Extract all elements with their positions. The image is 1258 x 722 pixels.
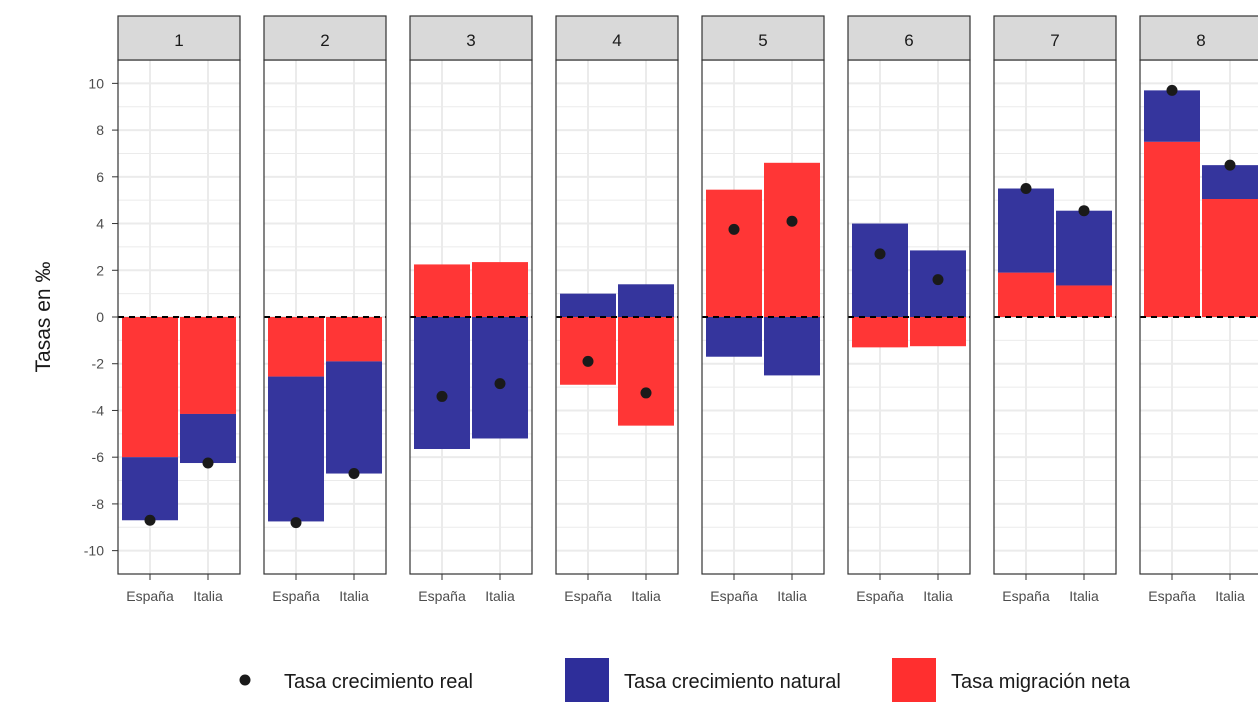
facet-strip	[701, 15, 825, 61]
facet-strip	[1139, 15, 1258, 61]
bar-migration	[122, 317, 178, 458]
x-tick-label: España	[126, 588, 174, 604]
real-growth-point	[1020, 183, 1032, 194]
x-tick-label: España	[710, 588, 758, 604]
real-growth-point	[290, 517, 302, 529]
y-tick-label: -2	[92, 356, 105, 372]
real-growth-point	[494, 378, 506, 390]
bar-natural	[472, 317, 528, 439]
legend-natural-key	[565, 658, 609, 702]
bar-natural	[1144, 90, 1200, 142]
bar-natural	[852, 223, 908, 317]
x-tick-label: España	[1002, 588, 1050, 604]
y-tick-label: -4	[92, 402, 105, 418]
real-growth-point	[1166, 84, 1178, 96]
facet-label: 2	[320, 31, 329, 50]
bar-natural	[560, 293, 616, 317]
bar-natural	[706, 317, 762, 357]
bar-migration	[1056, 285, 1112, 317]
legend-real-label: Tasa crecimiento real	[284, 671, 473, 693]
x-tick-label: Italia	[1069, 588, 1099, 604]
real-growth-point	[1078, 205, 1090, 217]
real-growth-point	[640, 387, 652, 399]
y-tick-label: -10	[84, 543, 104, 559]
bar-migration	[998, 272, 1054, 317]
facet-label: 6	[904, 31, 913, 50]
x-tick-label: España	[856, 588, 904, 604]
bar-natural	[122, 457, 178, 521]
facet-label: 7	[1050, 31, 1059, 50]
facet-strip	[847, 15, 971, 61]
bar-natural	[180, 413, 236, 464]
y-tick-label: -8	[92, 496, 105, 512]
bar-migration	[268, 317, 324, 377]
y-tick-label: -6	[92, 449, 105, 465]
real-growth-point	[874, 248, 886, 260]
bar-migration	[472, 262, 528, 317]
legend-natural-label: Tasa crecimiento natural	[624, 671, 841, 693]
x-tick-label: Italia	[631, 588, 661, 604]
bar-migration	[1202, 199, 1258, 317]
real-growth-point	[144, 514, 156, 526]
y-tick-label: 10	[88, 75, 104, 91]
facet-strip	[263, 15, 387, 61]
real-growth-point	[348, 468, 360, 480]
y-tick-label: 4	[96, 216, 104, 232]
facet-strip	[993, 15, 1117, 61]
x-tick-label: España	[418, 588, 466, 604]
x-tick-label: España	[564, 588, 612, 604]
real-growth-point	[582, 355, 594, 367]
bar-natural	[268, 376, 324, 522]
legend-migration-key	[892, 658, 936, 702]
y-tick-label: 6	[96, 169, 104, 185]
bar-migration	[706, 189, 762, 317]
legend-migration-label: Tasa migración neta	[951, 671, 1131, 693]
bar-migration	[910, 317, 966, 347]
real-growth-point	[728, 223, 740, 235]
bar-migration	[326, 317, 382, 362]
bar-natural	[764, 317, 820, 376]
bar-natural	[1202, 165, 1258, 200]
bar-natural	[326, 361, 382, 474]
x-tick-label: Italia	[339, 588, 369, 604]
facet-label: 5	[758, 31, 767, 50]
facet-label: 4	[612, 31, 621, 50]
x-tick-label: España	[1148, 588, 1196, 604]
real-growth-point	[1224, 159, 1236, 171]
y-axis-label: Tasas en ‰	[32, 262, 55, 373]
x-tick-label: Italia	[923, 588, 953, 604]
bar-natural	[414, 317, 470, 450]
bar-natural	[618, 284, 674, 317]
real-growth-point	[786, 215, 798, 227]
y-tick-label: 8	[96, 122, 104, 138]
real-growth-point	[932, 274, 944, 286]
facet-strip	[409, 15, 533, 61]
x-tick-label: Italia	[485, 588, 515, 604]
bar-migration	[1144, 141, 1200, 317]
real-growth-point	[202, 457, 214, 469]
x-tick-label: Italia	[777, 588, 807, 604]
y-tick-label: 0	[96, 309, 104, 325]
x-tick-label: Italia	[193, 588, 223, 604]
facet-label: 8	[1196, 31, 1205, 50]
bar-migration	[414, 264, 470, 317]
bar-migration	[764, 162, 820, 317]
y-tick-label: 2	[96, 262, 104, 278]
bar-migration	[180, 317, 236, 414]
bar-migration	[618, 317, 674, 426]
facet-strip	[117, 15, 241, 61]
x-tick-label: Italia	[1215, 588, 1245, 604]
bar-migration	[560, 317, 616, 385]
facet-label: 1	[174, 31, 183, 50]
bar-migration	[852, 317, 908, 348]
x-tick-label: España	[272, 588, 320, 604]
legend-real-key	[239, 674, 251, 686]
facet-strip	[555, 15, 679, 61]
real-growth-point	[436, 390, 448, 402]
facet-label: 3	[466, 31, 475, 50]
bar-natural	[1056, 210, 1112, 286]
bar-natural	[998, 188, 1054, 273]
